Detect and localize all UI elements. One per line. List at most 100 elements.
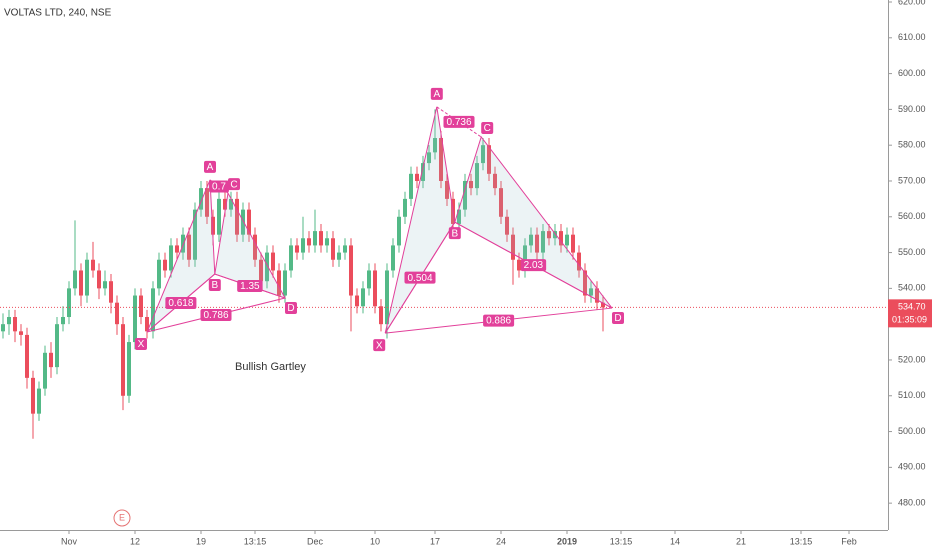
- candle-body: [91, 259, 95, 271]
- candle-body: [253, 234, 257, 260]
- y-tick-label: 570.00: [898, 175, 926, 185]
- candle-body: [397, 216, 401, 246]
- candle-body: [361, 288, 365, 307]
- candle-body: [145, 317, 149, 332]
- ratio-box: [165, 297, 197, 310]
- ratio-box: [404, 271, 436, 284]
- ratio-box: [443, 115, 475, 128]
- x-tick-label: 14: [670, 536, 680, 546]
- ratio-box: [483, 314, 515, 327]
- candle-body: [55, 324, 59, 368]
- candle-body: [19, 331, 23, 335]
- point-label: D: [287, 303, 294, 314]
- x-tick-label: 19: [196, 536, 206, 546]
- axes: 620.00 610.00 600.00 590.00 580.00 570.00 560.…: [61, 0, 932, 546]
- x-tick-label: 2019: [557, 536, 577, 546]
- candle-body: [121, 324, 125, 396]
- candle-body: [313, 231, 317, 246]
- candle-body: [433, 138, 437, 153]
- y-tick-label: 490.00: [898, 462, 926, 472]
- point-box: [373, 339, 386, 352]
- candle-body: [565, 234, 569, 246]
- point-box: [228, 178, 240, 191]
- point-label: A: [433, 89, 440, 100]
- candle-body: [13, 317, 17, 332]
- ratio-box: [200, 309, 232, 322]
- candle-body: [379, 306, 383, 325]
- candle-body: [307, 238, 311, 246]
- candle-body: [217, 198, 221, 235]
- candle-body: [7, 317, 11, 325]
- candle-body: [301, 238, 305, 253]
- point-box: [481, 121, 494, 134]
- candle-body: [211, 216, 215, 235]
- point-box: [135, 338, 147, 351]
- ratio-label: 0.736: [446, 117, 471, 128]
- x-tick-label: 10: [370, 536, 380, 546]
- candle-body: [43, 352, 47, 389]
- ratio-label: 1.35: [240, 281, 260, 292]
- ratio-box: [520, 259, 547, 272]
- point-box: [285, 302, 297, 315]
- candle-body: [331, 238, 335, 260]
- candle-body: [457, 209, 461, 224]
- candle-body: [169, 245, 173, 271]
- candle-body: [337, 252, 341, 260]
- x-tick-label: 21: [736, 536, 746, 546]
- event-marker[interactable]: [113, 509, 131, 527]
- candle-body: [79, 270, 83, 296]
- candle-body: [115, 302, 119, 325]
- countdown: 01:35:09: [892, 315, 927, 325]
- y-tick-label: 500.00: [898, 426, 926, 436]
- candle-body: [373, 270, 377, 307]
- patterns: 0.618 0.7 1.35 0.786 X A B C D 0.504 0.736 2.03 0.88…: [0, 87, 888, 352]
- ratio-label: 0.504: [407, 273, 432, 284]
- candle-body: [553, 231, 557, 239]
- point-box: [612, 312, 624, 325]
- ratio-label: 2.03: [524, 260, 544, 271]
- point-box: [208, 279, 221, 292]
- candle-body: [133, 295, 137, 343]
- candle-body: [31, 377, 35, 414]
- candle-body: [421, 163, 425, 181]
- point-label: C: [484, 123, 491, 134]
- event-marker-label[interactable]: E: [119, 512, 125, 522]
- point-label: A: [207, 162, 214, 173]
- candle-body: [511, 234, 515, 260]
- x-tick-label: 13:15: [610, 536, 633, 546]
- candle-body: [1, 324, 5, 332]
- candle-body: [517, 259, 521, 271]
- point-label: C: [230, 179, 237, 190]
- candle-body: [247, 209, 251, 235]
- point-label: B: [211, 280, 218, 291]
- candle-body: [49, 352, 53, 368]
- candle-body: [529, 234, 533, 246]
- candle-body: [487, 145, 491, 174]
- x-tick-label: 13:15: [790, 536, 813, 546]
- candle-body: [235, 198, 239, 235]
- x-tick-label: 17: [430, 536, 440, 546]
- x-tick-label: Feb: [841, 536, 857, 546]
- candle-body: [325, 238, 329, 246]
- candle-body: [175, 245, 179, 253]
- candle-body: [601, 302, 605, 308]
- candle-body: [61, 317, 65, 325]
- candle-body: [415, 173, 419, 181]
- candle-body: [571, 234, 575, 253]
- candle-body: [187, 234, 191, 260]
- candle-body: [139, 295, 143, 318]
- candle-body: [499, 188, 503, 217]
- candle-body: [319, 231, 323, 246]
- candle-body: [367, 270, 371, 289]
- y-tick-label: 480.00: [898, 498, 926, 508]
- candle-body: [403, 198, 407, 217]
- candle-body: [67, 288, 71, 318]
- y-tick-label: 590.00: [898, 104, 926, 114]
- point-box: [430, 87, 443, 100]
- y-tick-label: 610.00: [898, 32, 926, 42]
- y-tick-label: 580.00: [898, 140, 926, 150]
- candle-body: [265, 252, 269, 282]
- candle-body: [283, 270, 287, 296]
- point-label: X: [138, 339, 145, 350]
